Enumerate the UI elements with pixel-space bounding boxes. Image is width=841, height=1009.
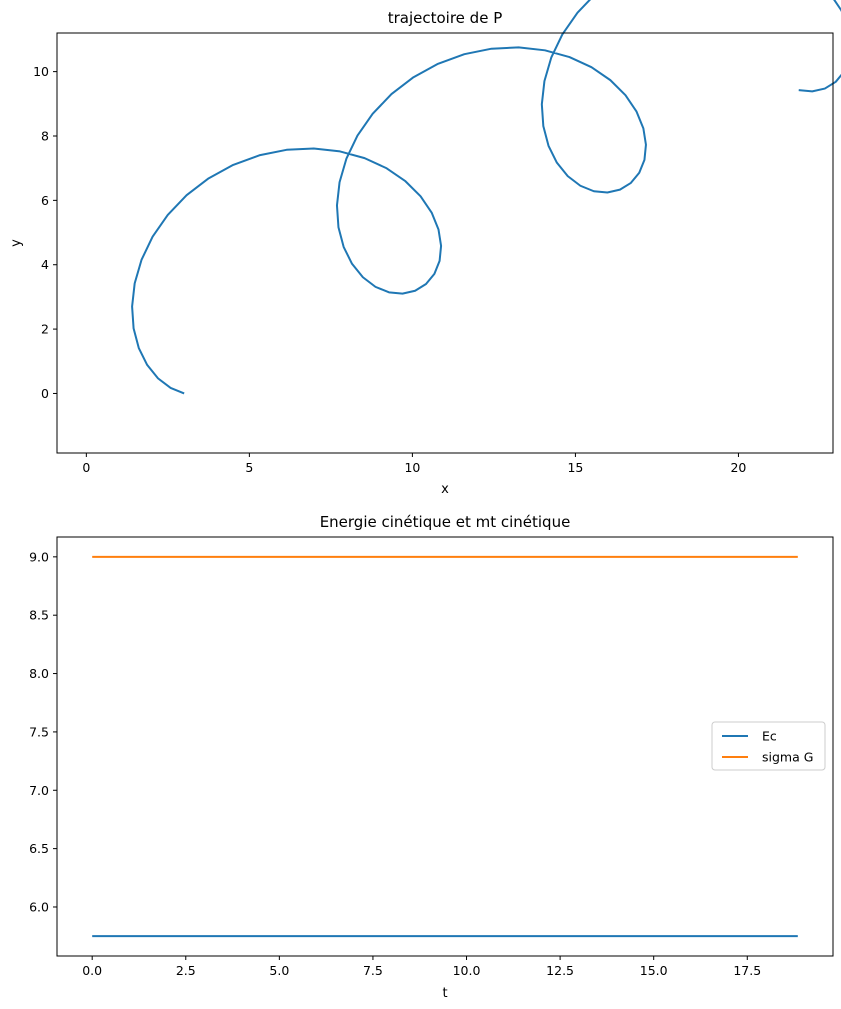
trajectory-line bbox=[131, 0, 841, 395]
chart1-x-tick-label: 20 bbox=[730, 460, 746, 475]
chart2-plot-area bbox=[92, 555, 798, 938]
chart1-x-tick-label: 15 bbox=[567, 460, 583, 475]
chart-energie: Energie cinétique et mt cinétique 0.0 2.5… bbox=[29, 513, 834, 1001]
chart1-x-ticks: 0 5 10 15 20 bbox=[82, 453, 746, 475]
chart2-y-tick-label: 7.5 bbox=[29, 724, 49, 739]
chart1-y-tick-label: 2 bbox=[41, 322, 49, 337]
chart1-x-tick-label: 0 bbox=[82, 460, 90, 475]
chart1-title: trajectoire de P bbox=[388, 9, 503, 27]
chart1-x-tick-label: 5 bbox=[245, 460, 253, 475]
chart2-x-tick-label: 12.5 bbox=[546, 963, 574, 978]
chart1-y-label: y bbox=[9, 239, 24, 247]
legend-label-sigma-g: sigma G bbox=[762, 750, 813, 765]
chart2-y-tick-label: 7.0 bbox=[29, 783, 49, 798]
chart2-x-tick-label: 5.0 bbox=[269, 963, 289, 978]
chart2-x-tick-label: 10.0 bbox=[453, 963, 481, 978]
chart1-y-tick-label: 4 bbox=[41, 257, 49, 272]
chart1-y-tick-label: 0 bbox=[41, 386, 49, 401]
chart1-axes-frame bbox=[56, 32, 834, 454]
chart2-y-tick-label: 6.5 bbox=[29, 841, 49, 856]
legend-label-ec: Ec bbox=[762, 729, 777, 744]
chart2-x-tick-label: 0.0 bbox=[82, 963, 102, 978]
chart1-y-ticks: 0 2 4 6 8 10 bbox=[33, 64, 57, 401]
chart2-x-tick-label: 17.5 bbox=[733, 963, 761, 978]
chart2-x-tick-label: 15.0 bbox=[640, 963, 668, 978]
chart1-x-tick-label: 10 bbox=[404, 460, 420, 475]
chart2-y-tick-label: 8.5 bbox=[29, 608, 49, 623]
chart2-x-label: t bbox=[442, 986, 447, 1001]
chart2-axes-frame bbox=[56, 536, 834, 957]
chart2-y-tick-label: 8.0 bbox=[29, 666, 49, 681]
chart2-y-tick-label: 6.0 bbox=[29, 899, 49, 914]
chart1-y-tick-label: 8 bbox=[41, 128, 49, 143]
chart2-x-tick-label: 2.5 bbox=[176, 963, 196, 978]
chart1-y-tick-label: 10 bbox=[33, 64, 49, 79]
chart-trajectoire: trajectoire de P 0 5 10 15 20 0 2 4 6 8 10 x y bbox=[9, 0, 841, 497]
chart1-plot-area bbox=[131, 0, 841, 395]
chart2-y-ticks: 6.0 6.5 7.0 7.5 8.0 8.5 9.0 bbox=[29, 549, 57, 914]
chart1-x-label: x bbox=[441, 482, 449, 497]
chart2-title: Energie cinétique et mt cinétique bbox=[320, 513, 571, 531]
chart2-x-ticks: 0.0 2.5 5.0 7.5 10.0 12.5 15.0 17.5 bbox=[82, 956, 761, 978]
chart2-x-tick-label: 7.5 bbox=[363, 963, 383, 978]
chart2-legend: Ec sigma G bbox=[711, 721, 826, 771]
chart2-y-tick-label: 9.0 bbox=[29, 549, 49, 564]
chart1-y-tick-label: 6 bbox=[41, 193, 49, 208]
